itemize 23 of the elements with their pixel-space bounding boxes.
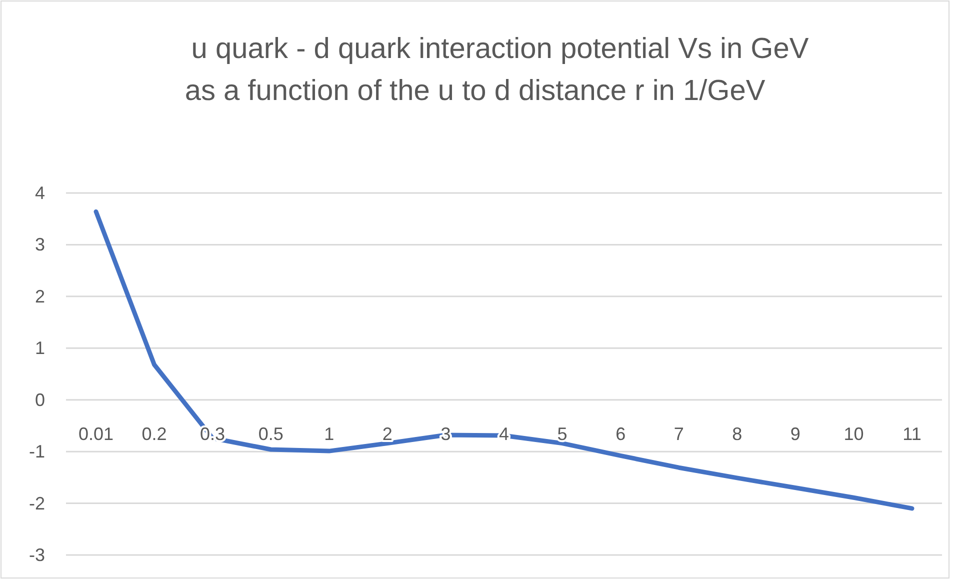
chart-title: u quark - d quark interaction potential Vs in GeV as a function of the u to d distance r in 1/GeV — [184, 33, 810, 107]
y-tick-label: 4 — [34, 183, 45, 203]
x-tick-label: 2 — [382, 424, 392, 444]
x-tick-label: 11 — [902, 424, 922, 444]
y-tick-label: 0 — [34, 390, 45, 410]
x-tick-label: 5 — [557, 424, 568, 444]
y-tick-label: 1 — [34, 338, 45, 358]
x-tick-label: 3 — [440, 424, 451, 444]
x-tick-label: 0.2 — [142, 424, 167, 444]
x-tick-label: 0.5 — [258, 424, 284, 444]
y-tick-label: -2 — [28, 493, 45, 514]
x-tick-label: 1 — [324, 424, 334, 444]
y-tick-label: 3 — [34, 234, 45, 255]
x-tick-label: 0.01 — [78, 424, 114, 444]
y-tick-label: 2 — [34, 286, 45, 306]
x-tick-label: 7 — [674, 424, 684, 444]
x-tick-label: 6 — [616, 424, 626, 444]
y-tick-label: -1 — [28, 442, 45, 462]
x-tick-label: 8 — [732, 424, 742, 444]
x-tick-label: 10 — [844, 424, 864, 444]
y-tick-label: -3 — [28, 545, 45, 565]
x-tick-label: 9 — [790, 424, 800, 444]
x-tick-label: 4 — [498, 424, 510, 444]
